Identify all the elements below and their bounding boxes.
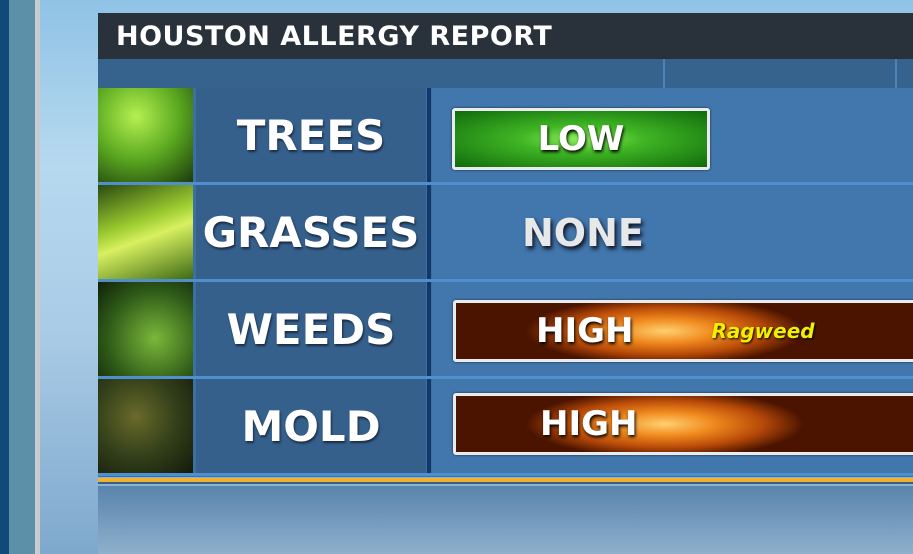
level-cell: LOW bbox=[432, 88, 913, 182]
column-separator bbox=[427, 88, 431, 182]
level-cell: NONE bbox=[432, 185, 913, 279]
left-edge bbox=[0, 0, 9, 554]
level-text: LOW bbox=[537, 119, 625, 159]
row-trees: TREES LOW bbox=[98, 88, 913, 185]
mold-image bbox=[98, 379, 193, 473]
level-text: HIGH bbox=[536, 311, 634, 351]
level-cell: HIGH Ragweed bbox=[432, 282, 913, 376]
row-mold: MOLD HIGH bbox=[98, 379, 913, 476]
header-strip bbox=[98, 59, 913, 88]
column-separator bbox=[427, 282, 431, 376]
strip-divider bbox=[895, 59, 897, 88]
allergen-note: Ragweed bbox=[711, 319, 815, 343]
level-bar-low: LOW bbox=[452, 108, 710, 170]
category-label: MOLD bbox=[196, 379, 426, 473]
column-separator bbox=[427, 185, 431, 279]
weeds-image bbox=[98, 282, 193, 376]
level-text: NONE bbox=[522, 211, 644, 255]
accent-line bbox=[98, 478, 913, 484]
report-title: HOUSTON ALLERGY REPORT bbox=[98, 13, 913, 59]
column-separator bbox=[427, 379, 431, 473]
allergy-table: TREES LOW GRASSES NONE WEEDS HIGH Ragweed… bbox=[98, 88, 913, 477]
level-bar-high: HIGH Ragweed bbox=[453, 300, 913, 362]
grasses-image bbox=[98, 185, 193, 279]
strip-divider bbox=[663, 59, 665, 88]
panel-footer bbox=[98, 486, 913, 554]
category-label: TREES bbox=[196, 88, 426, 182]
level-text: HIGH bbox=[540, 404, 638, 444]
left-edge-divider bbox=[35, 0, 40, 554]
row-weeds: WEEDS HIGH Ragweed bbox=[98, 282, 913, 379]
left-edge-panel bbox=[9, 0, 35, 554]
level-bar-high: HIGH bbox=[453, 393, 913, 455]
category-label: GRASSES bbox=[196, 185, 426, 279]
row-grasses: GRASSES NONE bbox=[98, 185, 913, 282]
trees-image bbox=[98, 88, 193, 182]
level-cell: HIGH bbox=[432, 379, 913, 473]
category-label: WEEDS bbox=[196, 282, 426, 376]
